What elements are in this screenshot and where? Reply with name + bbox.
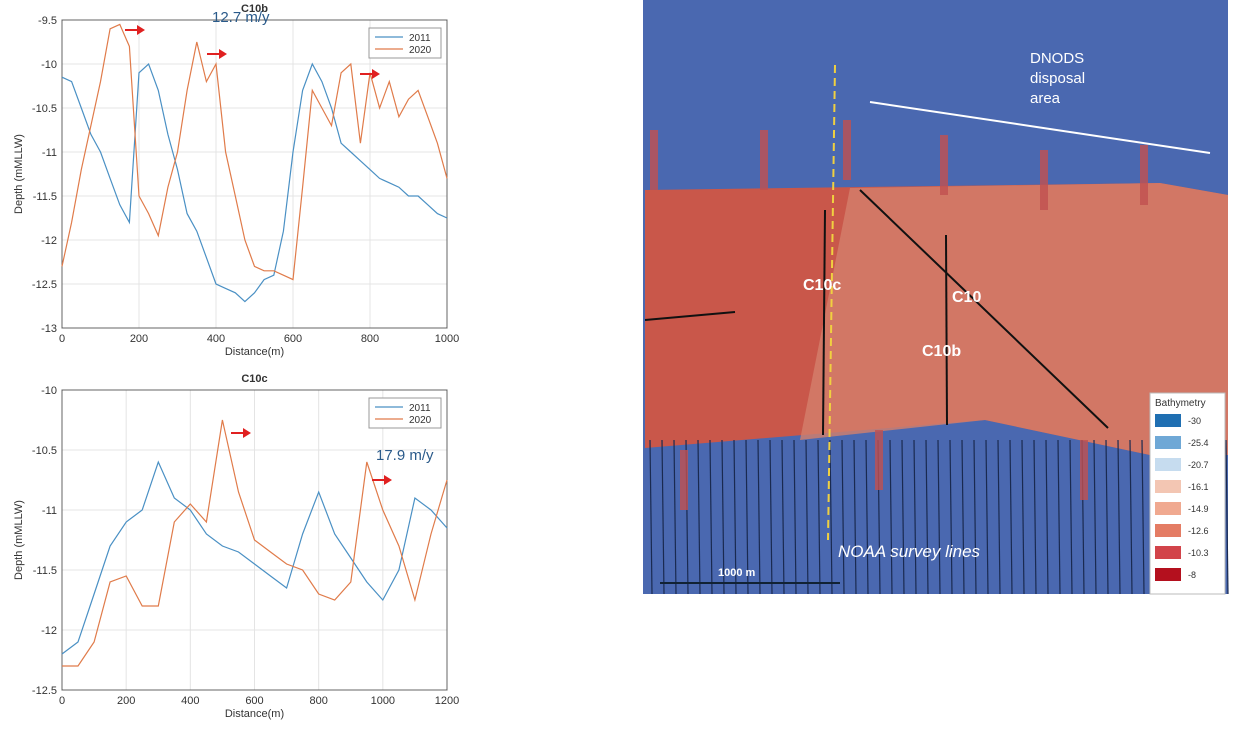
x-axis-label: Distance(m) [225,346,284,358]
area-label: DNODS [1030,50,1084,67]
chart-title: C10c [241,373,267,385]
y-tick-label: -10.5 [32,103,57,115]
y-tick-label: -11 [42,505,57,517]
x-tick-label: 400 [181,695,199,707]
x-tick-label: 800 [309,695,327,707]
y-tick-label: -11.5 [33,565,57,577]
y-tick-label: -10 [41,59,57,71]
x-tick-label: 0 [59,695,65,707]
x-tick-label: 400 [207,333,225,345]
legend-swatch [1155,502,1181,515]
y-tick-label: -12 [41,235,57,247]
y-axis-label: Depth (mMLLW) [13,500,25,580]
track-stub [1080,440,1088,500]
legend-value: -8 [1188,570,1196,580]
map: DNODS disposal area C10c C10 C10b NOAA survey … [643,0,1228,594]
x-tick-label: 1000 [371,695,395,707]
legend-label: 2020 [409,415,432,426]
legend-value: -30 [1188,416,1201,426]
y-tick-label: -10 [41,385,57,397]
legend-swatch [1155,546,1181,559]
y-tick-label: -10.5 [32,445,57,457]
y-tick-label: -11.5 [33,191,57,203]
legend-value: -16.1 [1188,482,1209,492]
track-stub [843,120,851,180]
legend-swatch [1155,436,1181,449]
line-chart: -13 -12.5 -12 -11.5 -11 -10.5 -10 -9.5 0 200 400 60… [13,3,459,358]
x-axis-label: Distance(m) [225,708,284,720]
x-tick-label: 0 [59,333,65,345]
legend-value: -10.3 [1188,548,1209,558]
profile [946,235,947,425]
bathymetry-legend: Bathymetry -30 -25.4 -20.7 -16.1 -14.9 -12.6 -1… [1150,393,1225,594]
x-tick-label: 600 [245,695,263,707]
profile-label: C10b [922,343,961,360]
track-stub [875,430,883,490]
figure: -13 -12.5 -12 -11.5 -11 -10.5 -10 -9.5 0 200 400 60… [0,0,1235,730]
legend-swatch [1155,414,1181,427]
legend-value: -25.4 [1188,438,1209,448]
y-tick-label: -12.5 [32,685,57,697]
track-stub [1140,145,1148,205]
legend-swatch [1155,524,1181,537]
track-stub [650,130,658,190]
legend-swatch [1155,458,1181,471]
track-stub [1040,150,1048,210]
y-axis-label: Depth (mMLLW) [13,134,25,214]
page: {"chart_data":[ {"type":"line","title":"… [0,0,1235,735]
y-tick-label: -11 [42,147,57,159]
legend-label: 2020 [409,45,432,56]
profile-label: C10 [952,289,981,306]
line-chart: -12.5 -12 -11.5 -11 -10.5 -10 0 200 400 600 800 100… [13,373,459,720]
survey-label: NOAA survey lines [838,542,981,561]
x-tick-label: 1000 [435,333,459,345]
x-tick-label: 200 [117,695,135,707]
annotation: 17.9 m/y [376,447,434,464]
plot-area [62,20,447,328]
x-tick-label: 200 [130,333,148,345]
profile-label: C10c [803,277,841,294]
y-tick-label: -12 [41,625,57,637]
y-tick-label: -9.5 [38,15,57,27]
y-tick-label: -12.5 [32,279,57,291]
legend-value: -12.6 [1188,526,1209,536]
x-tick-label: 1200 [435,695,459,707]
annotation: 12.7 m/y [212,9,270,26]
area-label: area [1030,90,1061,107]
scale-label: 1000 m [718,567,756,579]
track-stub [760,130,768,190]
x-tick-label: 800 [361,333,379,345]
legend-label: 2011 [409,403,431,414]
area-label: disposal [1030,70,1085,87]
legend-value: -20.7 [1188,460,1209,470]
legend-title: Bathymetry [1155,398,1206,409]
x-tick-label: 600 [284,333,302,345]
legend-value: -14.9 [1188,504,1209,514]
track-stub [940,135,948,195]
y-tick-label: -13 [41,323,57,335]
track-stub [680,450,688,510]
legend-swatch [1155,480,1181,493]
legend-label: 2011 [409,33,431,44]
legend-swatch [1155,568,1181,581]
